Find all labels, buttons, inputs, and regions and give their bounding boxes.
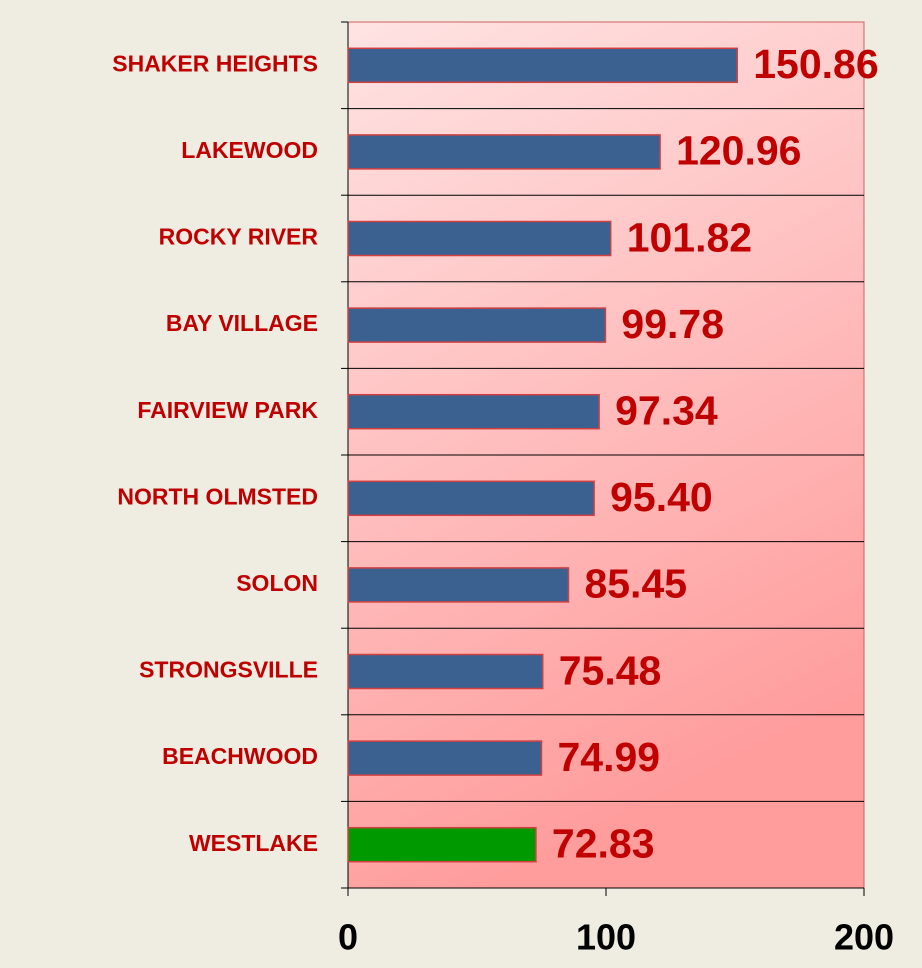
bar [347,653,544,690]
bar [347,307,607,343]
bar [347,567,570,603]
category-label: FAIRVIEW PARK [137,397,318,423]
value-label: 150.86 [753,41,878,87]
value-label: 72.83 [552,821,655,867]
value-label: 99.78 [621,301,724,347]
category-label: BEACHWOOD [162,743,318,769]
category-label: BAY VILLAGE [166,310,318,336]
value-label: 120.96 [676,128,801,174]
bar [347,740,543,776]
category-label: ROCKY RIVER [159,224,319,250]
value-label: 74.99 [557,734,660,780]
value-label: 97.34 [615,388,718,434]
x-tick-label: 0 [338,917,358,958]
bar [347,220,612,257]
value-label: 85.45 [584,561,687,607]
category-label: SHAKER HEIGHTS [112,50,318,76]
value-label: 75.48 [559,647,662,693]
category-label: STRONGSVILLE [139,657,318,683]
value-label: 101.82 [627,214,752,260]
bar [347,47,738,84]
value-label: 95.40 [610,474,713,520]
x-tick-label: 200 [834,917,894,958]
bar [347,134,661,170]
bar [347,393,600,430]
category-label: SOLON [236,570,318,596]
bar [347,826,537,863]
bar [347,480,595,517]
category-label: WESTLAKE [189,830,318,856]
category-label: NORTH OLMSTED [117,483,318,509]
category-label: LAKEWOOD [181,137,318,163]
x-tick-label: 100 [576,917,636,958]
